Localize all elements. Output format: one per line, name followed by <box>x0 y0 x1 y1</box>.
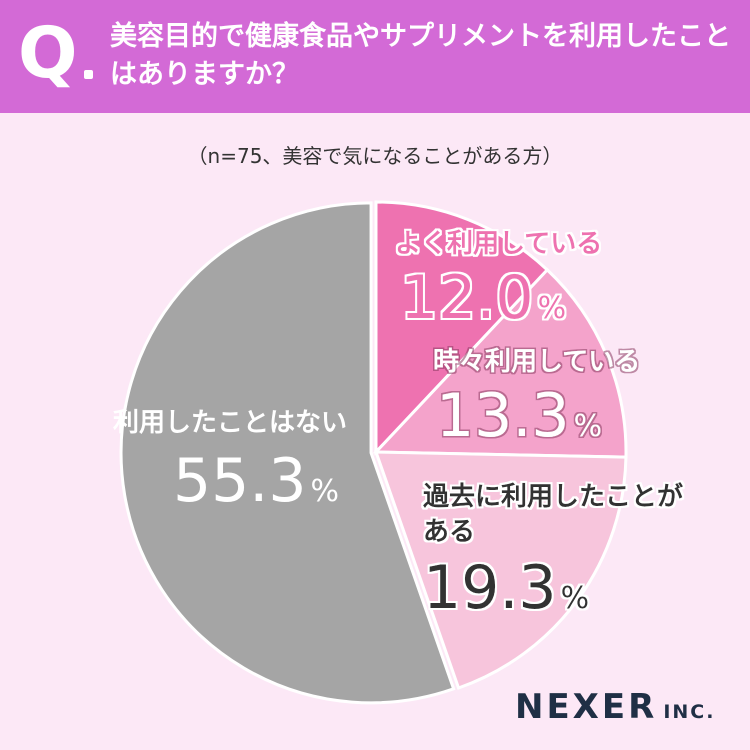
logo-main: NEXER <box>515 687 658 727</box>
q-dot <box>84 70 93 79</box>
logo-inc: INC. <box>663 701 716 723</box>
slice-value-unit: % <box>311 474 340 509</box>
question-text: 美容目的で健康食品やサプリメントを利用したことはありますか？ <box>110 21 731 90</box>
slice-value-unit: % <box>574 409 603 444</box>
slice-value-unit: % <box>561 581 590 616</box>
slice-value-number: 19.3 <box>423 553 557 623</box>
slice-label: よく利用している <box>395 229 602 259</box>
slice-value-number: 12.0 <box>400 263 534 333</box>
pie-slice <box>373 450 628 690</box>
q-mark: Q <box>18 12 78 94</box>
slice-label: ある <box>423 517 475 547</box>
slice-label: 時々利用している <box>433 347 640 377</box>
pie-slice <box>372 267 628 459</box>
slice-value: 13.3% <box>436 381 602 451</box>
slice-value-number: 55.3 <box>173 446 307 516</box>
slice-value: 19.3% <box>423 553 589 623</box>
slice-value-number: 13.3 <box>436 381 570 451</box>
nexer-logo: NEXER INC. <box>515 687 715 727</box>
pie-slice <box>119 201 456 705</box>
pie-slice <box>374 200 550 456</box>
question-header: Q 美容目的で健康食品やサプリメントを利用したことはありますか？ <box>0 0 750 113</box>
slice-label: 利用したことはない <box>113 408 347 438</box>
slice-label: 過去に利用したことが <box>423 481 683 512</box>
slice-value: 55.3% <box>173 446 339 516</box>
slice-value: 12.0% <box>400 263 566 333</box>
sample-note: （n=75、美容で気になることがある方） <box>187 144 563 168</box>
slice-value-unit: % <box>538 291 567 326</box>
